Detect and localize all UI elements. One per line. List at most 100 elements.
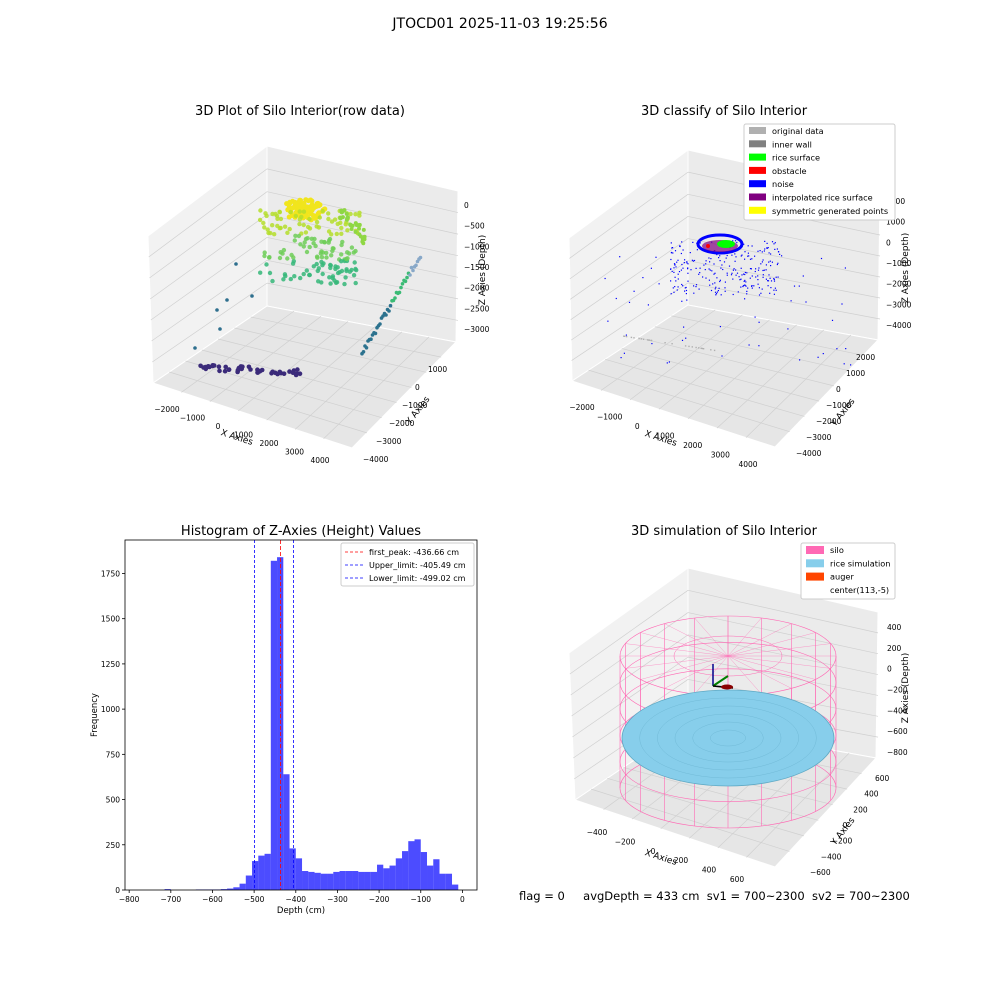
classify-noise-point (709, 261, 711, 263)
classify-noise-point (717, 290, 719, 292)
classify-noise-point (762, 274, 764, 276)
raw-ztick-tick-label: −1000 (464, 242, 490, 251)
classify-noise-point (744, 284, 746, 286)
classify-noise-point (734, 253, 736, 255)
raw-point (344, 268, 349, 274)
classify-original-point (713, 349, 716, 352)
classify-noise-point (768, 252, 770, 254)
classify-noise-point (757, 269, 760, 271)
histogram-ytick-label: 1750 (101, 569, 120, 578)
classify-noise-point (620, 357, 622, 359)
classify-noise-point (757, 250, 759, 252)
histogram-bar (345, 871, 353, 890)
raw-point (313, 203, 319, 209)
raw-point (414, 263, 418, 268)
classify-original-point (691, 346, 693, 348)
classify-noise-point (677, 259, 679, 261)
classify-noise-point (687, 272, 689, 274)
raw-point (408, 273, 412, 277)
classify-gridline (570, 260, 689, 341)
simulation-xtick-tick-label: 0 (651, 847, 656, 856)
classify-noise-point (744, 273, 746, 276)
raw-gridline (266, 259, 459, 300)
classify-noise-point (746, 272, 748, 274)
histogram-bar (295, 858, 303, 890)
classify-gridline (600, 309, 716, 391)
histogram-bar (389, 865, 396, 890)
histogram-bar (339, 871, 346, 890)
histogram-bar (252, 861, 259, 890)
raw-gridline (218, 338, 412, 388)
raw-gridline (266, 214, 459, 257)
raw-xtick-tick-label: −2000 (154, 405, 180, 414)
classify-original-point (638, 337, 640, 340)
raw-point (388, 303, 393, 308)
classify-noise-point (726, 274, 728, 276)
simulation-legend: silo rice simulation auger center(113,-5) (800, 542, 896, 600)
classify-noise-point (770, 287, 772, 289)
raw-ztick-tick-label: −1500 (464, 263, 490, 272)
simulation-ytick-tick-label: −200 (832, 837, 853, 846)
classify-noise-point (724, 281, 726, 283)
raw-ytick-tick-label: −1000 (402, 401, 428, 410)
simulation-ztick-tick-label: −600 (887, 727, 908, 736)
classify-noise-point (774, 287, 776, 289)
classify-noise-point (709, 284, 711, 286)
simulation-ytick-tick-label: 0 (843, 821, 848, 830)
raw-point (281, 371, 287, 377)
classify-noise-point (658, 283, 660, 285)
classify-noise-point (763, 269, 765, 271)
classify-ytick-tick-label: −1000 (826, 401, 852, 410)
classify-noise-point (681, 241, 683, 243)
classify-noise-point (677, 273, 679, 275)
raw-point (273, 211, 278, 217)
histogram-xtick-label: −300 (327, 895, 348, 904)
classify-noise-point (705, 277, 707, 279)
classify-noise-point (767, 280, 770, 282)
raw-point (369, 337, 373, 342)
simulation-gridline (687, 589, 879, 634)
raw-point (293, 213, 298, 219)
classify-noise-point (687, 268, 689, 270)
classify-noise-point (734, 240, 737, 242)
classify-noise-point (713, 263, 715, 265)
classify-noise-point (674, 276, 676, 278)
classify-noise-point (741, 254, 743, 256)
raw-point (387, 309, 391, 313)
raw-point (409, 265, 414, 270)
raw-point (339, 225, 344, 231)
raw-point (314, 254, 320, 259)
classify-noise-point (642, 277, 644, 279)
histogram-bar (358, 871, 365, 890)
histogram-plot-area (125, 540, 477, 890)
classify-noise-point (757, 275, 759, 277)
classify-noise-point (674, 263, 676, 265)
histogram-bar (364, 871, 371, 890)
raw-point (303, 197, 309, 203)
simulation-ytick-tick-label: 400 (864, 790, 879, 799)
simulation-y-arrow (712, 675, 729, 687)
classify-noise-point (708, 279, 710, 281)
histogram-bar (445, 873, 453, 890)
classify-noise-point (718, 257, 720, 259)
classify-original-point (640, 338, 642, 340)
classify-noise-point (682, 267, 684, 269)
classify-noise-point (799, 359, 801, 361)
classify-noise-point (798, 285, 800, 287)
classify-noise-point (668, 361, 670, 363)
raw-gridline (149, 214, 268, 300)
raw-gridline (201, 349, 397, 403)
classify-noise-point (678, 271, 681, 273)
classify-noise-point (740, 267, 742, 269)
classify-noise-point (732, 278, 734, 280)
classify-noise-point (736, 272, 739, 274)
histogram-bar (377, 864, 384, 890)
histogram-bar (245, 875, 253, 890)
raw-gridline (294, 331, 403, 430)
classify-noise-point (681, 300, 683, 302)
classify-noise-point (771, 261, 773, 263)
classify-noise-point (683, 326, 685, 328)
classify-noise-point (702, 276, 704, 278)
classify-noise-point (758, 287, 760, 289)
classify-noise-point (774, 242, 776, 244)
